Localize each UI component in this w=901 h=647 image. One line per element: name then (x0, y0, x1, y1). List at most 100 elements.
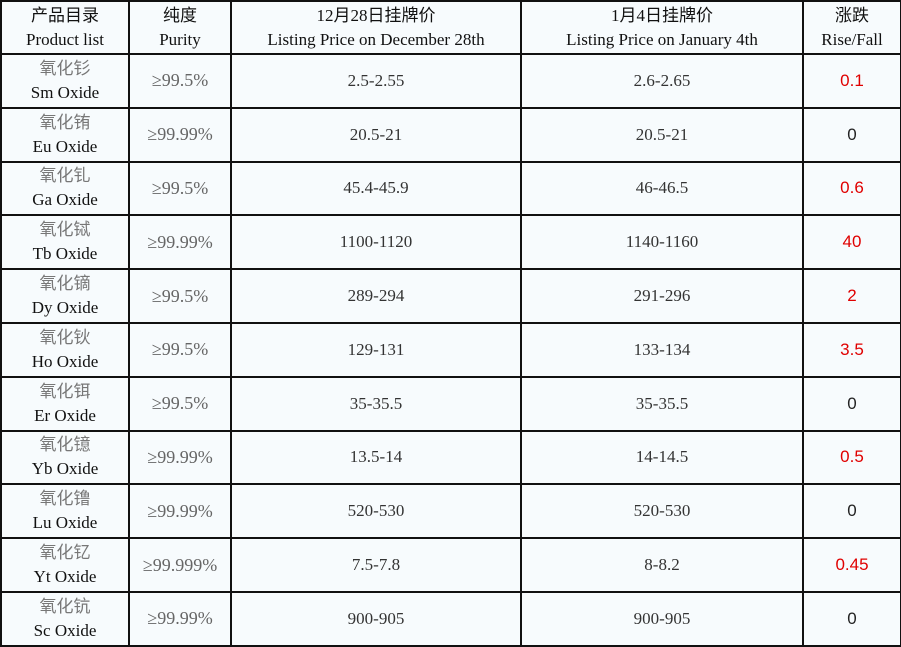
rise-fall-cell: 0 (802, 375, 901, 432)
product-cell: 氧化铒 Er Oxide (0, 375, 130, 432)
product-cell: 氧化钐 Sm Oxide (0, 53, 130, 109)
header-price1: 12月28日挂牌价 Listing Price on December 28th (230, 0, 522, 55)
product-name-en: Sc Oxide (33, 620, 97, 640)
table-row: 氧化铕 Eu Oxide ≥99.99% 20.5-21 20.5-21 0 (0, 106, 901, 163)
table-row: 氧化钐 Sm Oxide ≥99.5% 2.5-2.55 2.6-2.65 0.1 (0, 53, 901, 109)
rise-fall-cell: 0 (802, 106, 901, 163)
product-name-cn: 氧化钬 (39, 327, 91, 347)
rise-fall-cell: 0.5 (802, 429, 901, 486)
product-name-cn: 氧化铕 (39, 112, 91, 132)
header-price2-cn: 1月4日挂牌价 (611, 5, 713, 25)
price-dec28-cell: 289-294 (230, 268, 522, 324)
price-jan4-cell: 8-8.2 (520, 537, 804, 593)
price-dec28-cell: 2.5-2.55 (230, 53, 522, 109)
price-dec28-cell: 900-905 (230, 590, 522, 647)
rise-fall-cell: 0.6 (802, 160, 901, 217)
product-cell: 氧化镱 Yb Oxide (0, 429, 130, 486)
product-cell: 氧化铕 Eu Oxide (0, 106, 130, 163)
purity-cell: ≥99.5% (128, 268, 232, 324)
price-dec28-cell: 520-530 (230, 483, 522, 540)
table-row: 氧化铽 Tb Oxide ≥99.99% 1100-1120 1140-1160 40 (0, 214, 901, 271)
product-name-cn: 氧化钐 (39, 58, 91, 78)
table-row: 氧化铒 Er Oxide ≥99.5% 35-35.5 35-35.5 0 (0, 375, 901, 432)
price-dec28-cell: 35-35.5 (230, 375, 522, 432)
header-purity-en: Purity (159, 29, 201, 49)
header-change-en: Rise/Fall (821, 29, 883, 49)
rise-fall-cell: 0.45 (802, 537, 901, 593)
header-product: 产品目录 Product list (0, 0, 130, 55)
header-price2: 1月4日挂牌价 Listing Price on January 4th (520, 0, 804, 55)
header-product-en: Product list (26, 29, 104, 49)
product-name-en: Dy Oxide (31, 298, 99, 318)
header-purity: 纯度 Purity (128, 0, 232, 55)
purity-cell: ≥99.99% (128, 106, 232, 163)
price-jan4-cell: 133-134 (520, 321, 804, 378)
rise-fall-cell: 40 (802, 214, 901, 271)
rise-fall-cell: 0.1 (802, 53, 901, 109)
header-price1-cn: 12月28日挂牌价 (316, 5, 436, 25)
purity-cell: ≥99.99% (128, 483, 232, 540)
product-name-cn: 氧化钇 (39, 543, 91, 563)
price-jan4-cell: 291-296 (520, 268, 804, 324)
product-name-en: Er Oxide (34, 405, 96, 425)
purity-cell: ≥99.5% (128, 375, 232, 432)
product-name-cn: 氧化钪 (39, 596, 91, 616)
purity-cell: ≥99.5% (128, 321, 232, 378)
product-name-en: Ga Oxide (32, 190, 98, 210)
table-row: 氧化钇 Yt Oxide ≥99.999% 7.5-7.8 8-8.2 0.45 (0, 537, 901, 593)
rise-fall-cell: 3.5 (802, 321, 901, 378)
price-jan4-cell: 900-905 (520, 590, 804, 647)
price-dec28-cell: 13.5-14 (230, 429, 522, 486)
product-name-cn: 氧化镱 (39, 435, 91, 455)
product-name-cn: 氧化铽 (39, 220, 91, 240)
product-cell: 氧化镥 Lu Oxide (0, 483, 130, 540)
table-row: 氧化钆 Ga Oxide ≥99.5% 45.4-45.9 46-46.5 0.6 (0, 160, 901, 217)
product-name-cn: 氧化铒 (39, 381, 91, 401)
price-dec28-cell: 20.5-21 (230, 106, 522, 163)
product-name-en: Ho Oxide (31, 351, 99, 371)
table-row: 氧化镝 Dy Oxide ≥99.5% 289-294 291-296 2 (0, 268, 901, 324)
header-change-cn: 涨跌 (835, 5, 869, 25)
product-cell: 氧化钪 Sc Oxide (0, 590, 130, 647)
price-jan4-cell: 2.6-2.65 (520, 53, 804, 109)
table-row: 氧化镥 Lu Oxide ≥99.99% 520-530 520-530 0 (0, 483, 901, 540)
price-jan4-cell: 20.5-21 (520, 106, 804, 163)
price-jan4-cell: 46-46.5 (520, 160, 804, 217)
table-row: 氧化镱 Yb Oxide ≥99.99% 13.5-14 14-14.5 0.5 (0, 429, 901, 486)
product-cell: 氧化镝 Dy Oxide (0, 268, 130, 324)
table-row: 氧化钬 Ho Oxide ≥99.5% 129-131 133-134 3.5 (0, 321, 901, 378)
price-jan4-cell: 35-35.5 (520, 375, 804, 432)
header-row: 产品目录 Product list 纯度 Purity 12月28日挂牌价 Listi… (0, 0, 901, 55)
product-name-cn: 氧化镝 (39, 274, 91, 294)
header-purity-cn: 纯度 (163, 5, 197, 25)
product-cell: 氧化钆 Ga Oxide (0, 160, 130, 217)
rise-fall-cell: 0 (802, 590, 901, 647)
purity-cell: ≥99.999% (128, 537, 232, 593)
price-jan4-cell: 520-530 (520, 483, 804, 540)
product-name-cn: 氧化钆 (39, 166, 91, 186)
price-jan4-cell: 1140-1160 (520, 214, 804, 271)
table-row: 氧化钪 Sc Oxide ≥99.99% 900-905 900-905 0 (0, 590, 901, 647)
rise-fall-cell: 0 (802, 483, 901, 540)
header-change: 涨跌 Rise/Fall (802, 0, 901, 55)
product-cell: 氧化钬 Ho Oxide (0, 321, 130, 378)
header-product-cn: 产品目录 (31, 5, 99, 25)
price-dec28-cell: 45.4-45.9 (230, 160, 522, 217)
header-price2-en: Listing Price on January 4th (566, 29, 758, 49)
price-dec28-cell: 129-131 (230, 321, 522, 378)
product-cell: 氧化铽 Tb Oxide (0, 214, 130, 271)
rise-fall-cell: 2 (802, 268, 901, 324)
purity-cell: ≥99.99% (128, 214, 232, 271)
product-name-en: Sm Oxide (30, 82, 100, 102)
purity-cell: ≥99.5% (128, 53, 232, 109)
product-name-en: Tb Oxide (32, 244, 98, 264)
product-name-en: Yt Oxide (33, 567, 97, 587)
purity-cell: ≥99.99% (128, 590, 232, 647)
price-dec28-cell: 1100-1120 (230, 214, 522, 271)
purity-cell: ≥99.99% (128, 429, 232, 486)
product-name-en: Yb Oxide (31, 459, 99, 479)
purity-cell: ≥99.5% (128, 160, 232, 217)
product-cell: 氧化钇 Yt Oxide (0, 537, 130, 593)
header-price1-en: Listing Price on December 28th (267, 29, 485, 49)
